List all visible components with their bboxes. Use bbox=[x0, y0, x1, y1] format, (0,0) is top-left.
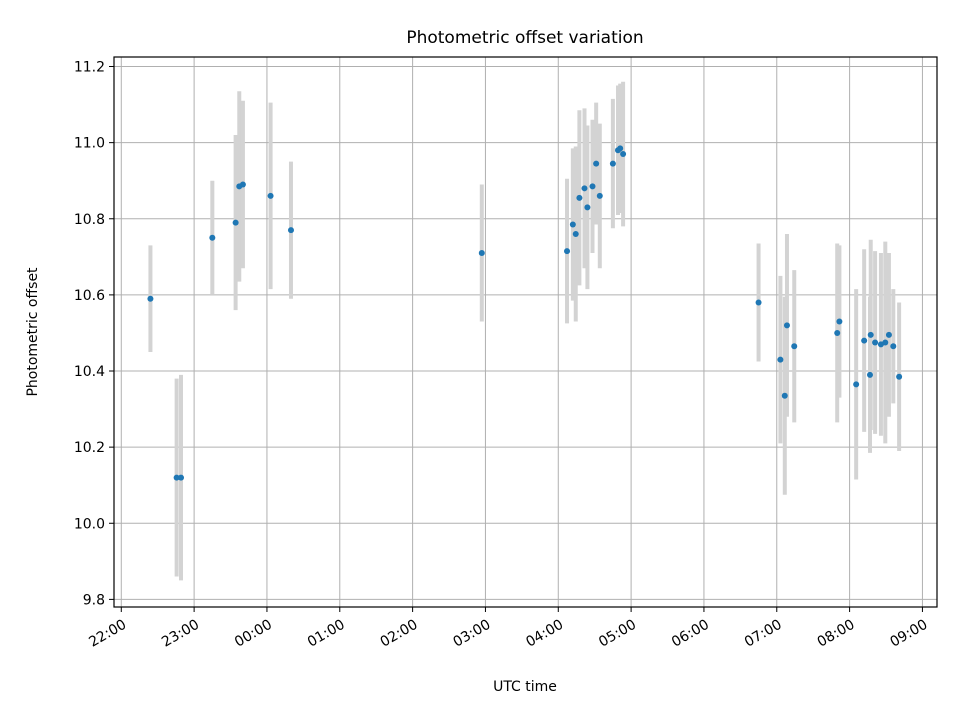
data-point bbox=[896, 373, 903, 380]
y-tick-label: 9.8 bbox=[83, 592, 105, 608]
data-point bbox=[478, 250, 485, 257]
data-point bbox=[890, 343, 897, 350]
data-point bbox=[834, 329, 841, 336]
data-point bbox=[584, 204, 591, 211]
data-point bbox=[609, 160, 616, 167]
data-point bbox=[885, 331, 892, 338]
data-point bbox=[836, 318, 843, 325]
data-point bbox=[287, 227, 294, 234]
data-point bbox=[781, 392, 788, 399]
y-tick-label: 10.0 bbox=[74, 516, 105, 532]
data-point bbox=[783, 322, 790, 329]
data-point bbox=[209, 234, 216, 241]
data-point bbox=[867, 331, 874, 338]
data-point bbox=[777, 356, 784, 363]
y-tick-label: 10.2 bbox=[74, 440, 105, 456]
data-point bbox=[872, 339, 879, 346]
data-point bbox=[882, 339, 889, 346]
y-axis-ticks: 9.8 10.0 10.2 10.4 10.6 10.8 11.0 11.2 bbox=[74, 60, 114, 608]
data-point bbox=[576, 194, 583, 201]
data-point bbox=[617, 145, 624, 152]
y-tick-label: 10.6 bbox=[74, 288, 105, 304]
data-point bbox=[147, 295, 154, 302]
data-point bbox=[791, 343, 798, 350]
data-point bbox=[853, 381, 860, 388]
data-points bbox=[147, 145, 903, 481]
data-point bbox=[593, 160, 600, 167]
data-point bbox=[596, 192, 603, 199]
data-point bbox=[232, 219, 239, 226]
grid-lines bbox=[114, 57, 937, 607]
chart-title: Photometric offset variation bbox=[406, 28, 643, 48]
plot-frame bbox=[113, 56, 938, 608]
data-point bbox=[620, 151, 627, 158]
data-point bbox=[861, 337, 868, 344]
data-point bbox=[589, 183, 596, 190]
data-point bbox=[572, 230, 579, 237]
y-tick-label: 11.0 bbox=[74, 136, 105, 152]
data-point bbox=[267, 192, 274, 199]
data-point bbox=[569, 221, 576, 228]
data-point bbox=[178, 474, 185, 481]
y-tick-label: 10.4 bbox=[74, 364, 105, 380]
data-point bbox=[755, 299, 762, 306]
data-point bbox=[581, 185, 588, 192]
data-point bbox=[173, 474, 180, 481]
y-tick-label: 10.8 bbox=[74, 212, 105, 228]
data-point bbox=[564, 248, 571, 255]
y-tick-label: 11.2 bbox=[74, 60, 105, 76]
data-point bbox=[866, 371, 873, 378]
x-axis-label: UTC time bbox=[493, 679, 557, 695]
y-axis-label: Photometric offset bbox=[25, 267, 41, 397]
data-point bbox=[239, 181, 246, 188]
